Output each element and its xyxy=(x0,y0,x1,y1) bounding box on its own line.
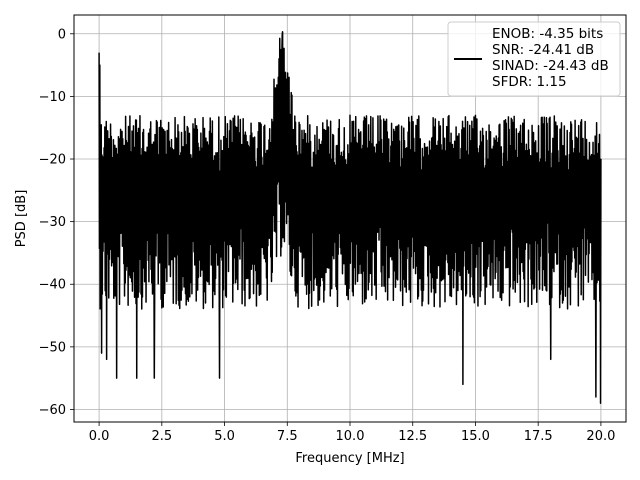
y-tick-label: −40 xyxy=(39,278,66,293)
y-tick-label: −60 xyxy=(39,403,66,418)
y-tick-label: −30 xyxy=(39,215,66,230)
x-tick-label: 2.5 xyxy=(151,429,172,444)
psd-line xyxy=(98,31,602,404)
legend-entry: ENOB: -4.35 bits xyxy=(492,26,603,42)
x-tick-label: 17.5 xyxy=(524,429,553,444)
legend-text: ENOB: -4.35 bits SNR: -24.41 dB SINAD: -24… xyxy=(492,26,609,90)
x-tick-label: 0.0 xyxy=(89,429,110,444)
y-tick-label: 0 xyxy=(58,27,66,42)
legend-box xyxy=(447,21,621,97)
x-axis-label: Frequency [MHz] xyxy=(295,451,404,466)
legend-entry: SINAD: -24.43 dB xyxy=(492,58,609,74)
psd-series xyxy=(98,31,602,404)
x-tick-label: 10.0 xyxy=(336,429,365,444)
y-tick-label: −50 xyxy=(39,340,66,355)
y-axis-label: PSD [dB] xyxy=(14,190,29,248)
legend-entry: SNR: -24.41 dB xyxy=(492,42,594,58)
legend-entry: SFDR: 1.15 xyxy=(492,74,567,90)
x-tick-label: 15.0 xyxy=(461,429,490,444)
x-axis-ticks: 0.0 2.5 5.0 7.5 10.0 12.5 15.0 17.5 20.0 xyxy=(89,422,615,444)
x-tick-label: 20.0 xyxy=(586,429,615,444)
y-tick-label: −10 xyxy=(39,90,66,105)
x-tick-label: 12.5 xyxy=(398,429,427,444)
y-axis-ticks: 0 −10 −20 −30 −40 −50 −60 xyxy=(39,27,74,418)
x-tick-label: 5.0 xyxy=(214,429,235,444)
y-tick-label: −20 xyxy=(39,153,66,168)
x-tick-label: 7.5 xyxy=(277,429,298,444)
legend: ENOB: -4.35 bits SNR: -24.41 dB SINAD: -24… xyxy=(447,21,621,97)
